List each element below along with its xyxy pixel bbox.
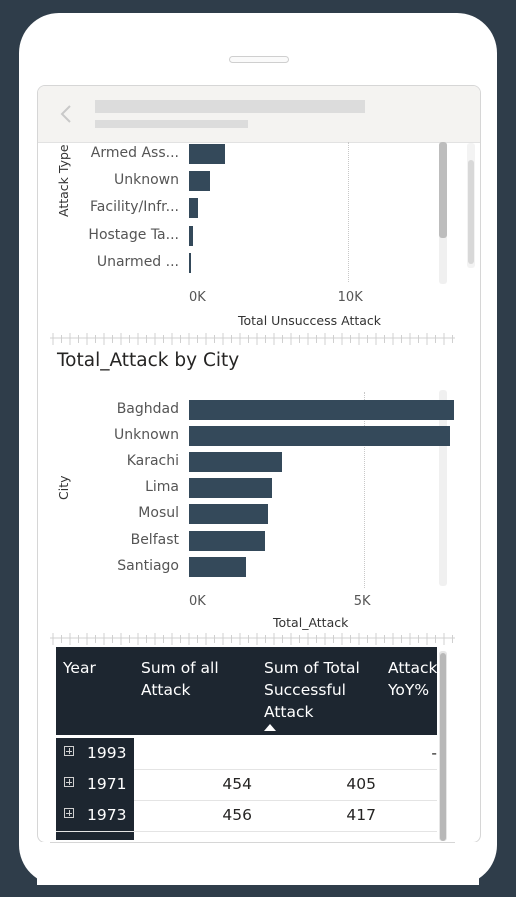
bar[interactable]	[189, 504, 269, 525]
screen-bottom-bezel	[37, 842, 479, 885]
category-label: Mosul	[138, 505, 179, 522]
bar[interactable]	[189, 144, 226, 164]
category-label: Unarmed ...	[96, 253, 179, 270]
bar[interactable]	[189, 478, 273, 499]
bar[interactable]	[189, 400, 455, 420]
cell-sum-success: 417	[346, 806, 376, 824]
header-sum-successful-attack[interactable]: Sum of Total Successful Attack	[264, 659, 360, 721]
chart2-scrollbar-track[interactable]	[439, 390, 447, 586]
back-arrow-icon[interactable]	[58, 104, 74, 124]
header-attack-yoy[interactable]: Attack YoY%	[388, 659, 438, 699]
title-placeholder	[95, 100, 365, 113]
gridline	[363, 392, 365, 588]
page-scrollbar-thumb[interactable]	[468, 160, 474, 264]
table-row: 1973 456 417	[56, 800, 437, 832]
header-year[interactable]: Year	[63, 659, 96, 677]
category-label: Belfast	[130, 531, 179, 548]
category-label: Unknown	[114, 427, 179, 444]
chart2-x-axis-title: Total_Attack	[273, 615, 349, 630]
row-year: 1993	[87, 744, 127, 762]
cell-sum-success: 405	[346, 775, 376, 793]
year-attack-table: Year Sum of all Attack Sum of Total Succ…	[56, 647, 447, 847]
expand-plus-icon[interactable]	[64, 808, 74, 818]
visual-divider-ruler	[50, 333, 455, 345]
category-label: Baghdad	[116, 401, 179, 417]
cell-yoy: -	[431, 744, 437, 762]
chart1-x-axis-title: Total Unsuccess Attack	[238, 313, 382, 328]
row-header: 1993	[56, 738, 134, 769]
x-tick-label: 10K	[337, 290, 363, 305]
sort-ascending-icon[interactable]	[264, 724, 276, 731]
category-label: Armed Ass...	[90, 145, 179, 161]
row-year: 1971	[87, 775, 127, 793]
table-row: 1993 -	[56, 738, 437, 770]
bar[interactable]	[189, 171, 210, 192]
table-header: Year Sum of all Attack Sum of Total Succ…	[56, 647, 437, 735]
chart2-y-axis-title: City	[56, 475, 71, 501]
chart1-y-axis-title: Attack Type	[56, 144, 71, 217]
row-header-partial	[56, 832, 134, 840]
x-tick-label: 5K	[353, 594, 371, 609]
bar[interactable]	[189, 530, 266, 551]
table-row: 1971 454 405	[56, 769, 437, 801]
bar[interactable]	[189, 252, 191, 273]
chart2-title: Total_Attack by City	[57, 350, 240, 371]
table-scrollbar-thumb[interactable]	[440, 653, 446, 841]
row-header: 1973	[56, 800, 134, 831]
top-bar	[38, 86, 480, 143]
category-label: Lima	[145, 479, 179, 496]
cell-sum-all: 454	[222, 775, 252, 793]
category-label: Santiago	[117, 557, 179, 574]
category-label: Karachi	[126, 453, 179, 470]
bar[interactable]	[189, 452, 282, 473]
row-header: 1971	[56, 769, 134, 800]
bar[interactable]	[189, 426, 450, 447]
bar[interactable]	[189, 556, 246, 577]
category-label: Hostage Ta...	[88, 226, 179, 243]
row-year: 1973	[87, 806, 127, 824]
visual-divider-ruler-2	[50, 633, 455, 645]
bar[interactable]	[189, 198, 198, 219]
gridline	[347, 142, 349, 282]
x-tick-label: 0K	[189, 594, 206, 609]
expand-plus-icon[interactable]	[64, 746, 74, 756]
screen-bottom-edge	[50, 842, 455, 843]
expand-plus-icon[interactable]	[64, 777, 74, 787]
category-label: Facility/Infr...	[90, 199, 179, 216]
subtitle-placeholder	[95, 120, 248, 128]
bar[interactable]	[189, 225, 194, 246]
x-tick-label: 0K	[189, 290, 206, 305]
cell-sum-all: 456	[222, 806, 252, 824]
phone-speaker	[229, 56, 289, 63]
header-sum-all-attack[interactable]: Sum of all Attack	[141, 659, 219, 699]
chart1-scrollbar-thumb[interactable]	[439, 142, 447, 238]
category-label: Unknown	[114, 172, 179, 189]
